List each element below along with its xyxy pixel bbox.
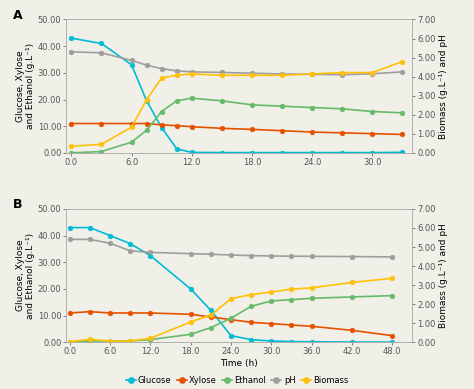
X-axis label: Time (h): Time (h) [220, 359, 258, 368]
Legend: Glucose, Xylose, Ethanol, pH, Biomass: Glucose, Xylose, Ethanol, pH, Biomass [126, 376, 348, 385]
Y-axis label: Biomass (g.L⁻¹) and pH: Biomass (g.L⁻¹) and pH [438, 34, 447, 138]
Y-axis label: Biomass (g.L⁻¹) and pH: Biomass (g.L⁻¹) and pH [438, 223, 447, 328]
Text: A: A [13, 9, 22, 22]
Text: B: B [13, 198, 22, 211]
Y-axis label: Glucose, Xylose
and Ethanol (g.L⁻¹): Glucose, Xylose and Ethanol (g.L⁻¹) [16, 43, 35, 129]
Y-axis label: Glucose, Xylose
and Ethanol (g.L⁻¹): Glucose, Xylose and Ethanol (g.L⁻¹) [16, 233, 35, 319]
